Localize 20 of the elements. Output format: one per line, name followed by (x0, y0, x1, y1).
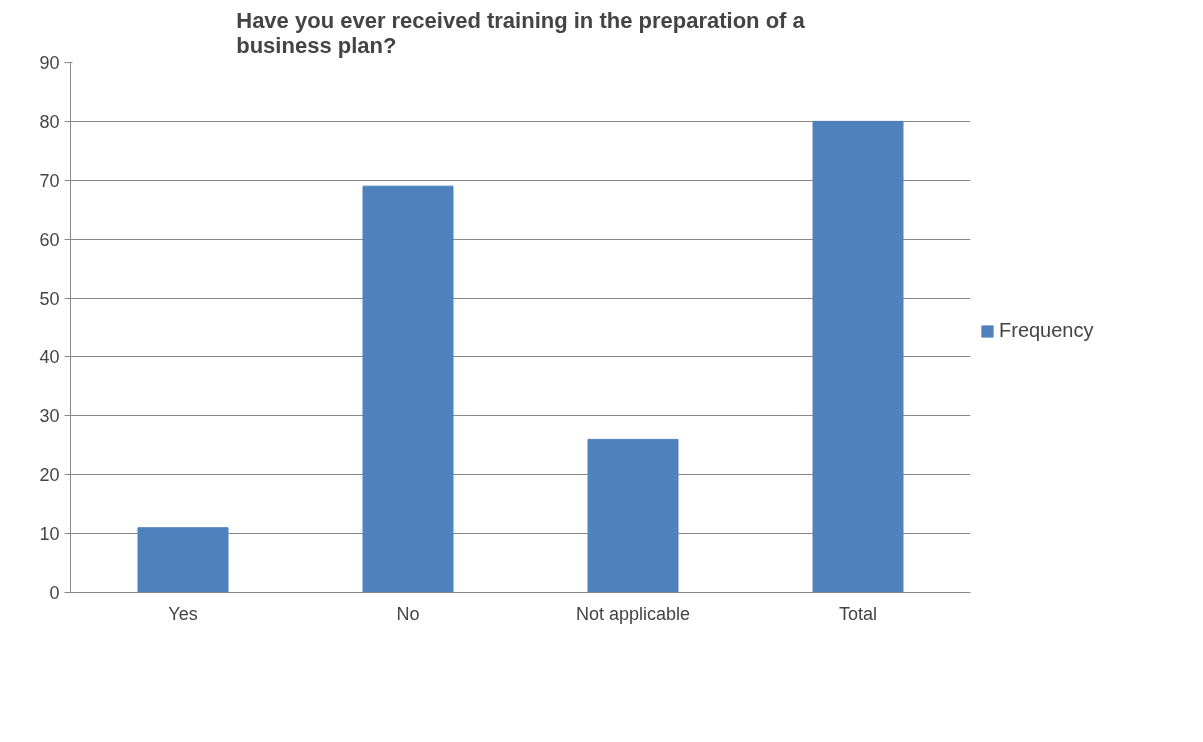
y-tick-label: 20 (39, 465, 60, 486)
x-tick-label: Yes (168, 603, 198, 624)
y-tick-label: 60 (39, 229, 60, 250)
legend-label: Frequency (999, 319, 1094, 342)
y-tick-label: 90 (39, 53, 60, 73)
bar (812, 120, 904, 593)
y-tick-label: 0 (49, 583, 60, 603)
x-tick-label: Total (838, 603, 878, 624)
y-tick-label: 80 (39, 111, 60, 132)
y-tick-label: 70 (39, 170, 60, 191)
y-tick-label: 40 (39, 347, 60, 368)
bar (587, 438, 679, 593)
y-tick-label: 10 (39, 524, 60, 545)
x-tick-label: No (396, 603, 420, 624)
chart-title: Have you ever received training in the preparation of a business plan? (236, 7, 806, 58)
y-tick-label: 50 (39, 288, 60, 309)
bar (137, 527, 229, 593)
x-tick-label: Not applicable (575, 603, 691, 624)
y-tick-label: 30 (39, 406, 60, 427)
bar (362, 185, 454, 593)
